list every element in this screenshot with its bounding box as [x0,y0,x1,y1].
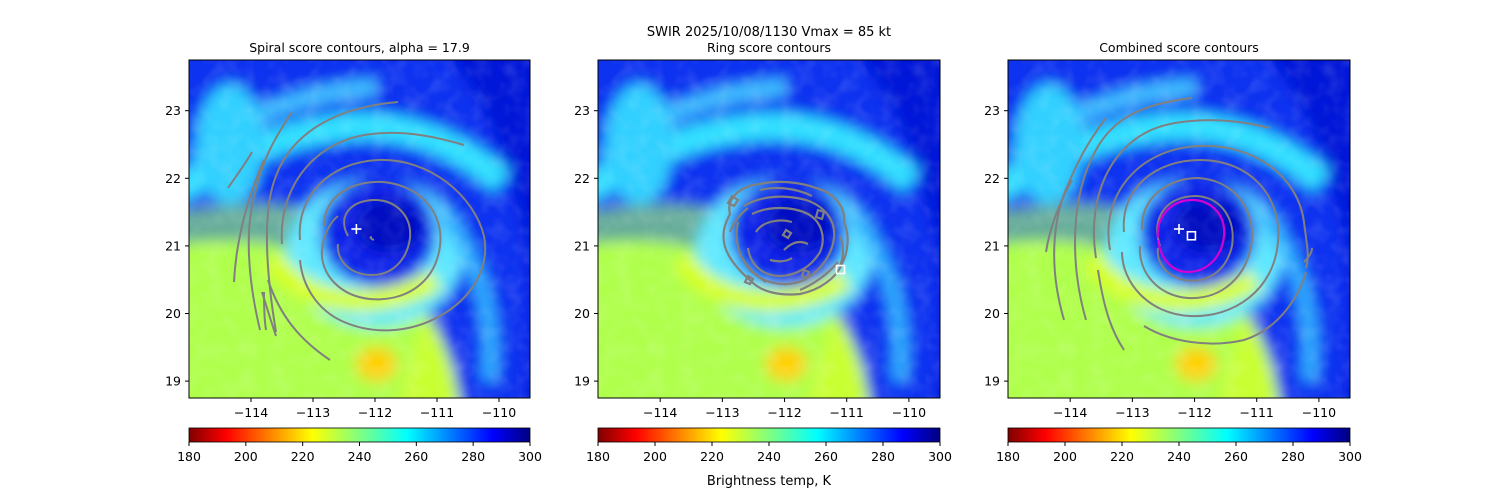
center-markers [1174,224,1197,241]
best-combined-contour [1156,198,1226,274]
colorbar-right: 180 200 220 240 260 280 300 [996,427,1362,464]
colorbar-tick-label: 280 [1281,449,1305,464]
x-tick-label: −111 [1240,405,1274,420]
y-tick-label: 20 [984,306,1000,321]
plus-marker [1174,224,1184,234]
colorbar-tick-label: 280 [461,449,485,464]
colorbar-tick-label: 260 [814,449,838,464]
center-markers [351,224,362,234]
colorbar-tick-label: 220 [291,449,315,464]
panel-ring: Ring score contours −114 −113 −112 −111 −110… [574,40,941,420]
colorbar-tick-label: 240 [757,449,781,464]
axes: −114 −113 −112 −111 −110 19 20 21 22 23 [165,103,516,420]
y-tick-label: 23 [984,103,1000,118]
x-tick-label: −114 [1053,405,1087,420]
y-tick-label: 21 [574,238,590,253]
spiral-score-contours [227,101,487,361]
x-tick-label: −111 [420,405,454,420]
colorbar-tick-label: 180 [996,449,1020,464]
colorbar-tick-label: 300 [518,449,542,464]
y-tick-label: 22 [165,171,181,186]
y-tick-label: 21 [165,238,181,253]
colorbar-tick-label: 220 [1110,449,1134,464]
y-tick-label: 20 [574,306,590,321]
colorbar-tick-label: 180 [586,449,610,464]
x-tick-label: −113 [296,405,330,420]
colorbar-tick-label: 260 [404,449,428,464]
center-markers [835,264,846,275]
colorbar-tick-label: 300 [1338,449,1362,464]
colorbar-tick-label: 280 [871,449,895,464]
panel-spiral: Spiral score contours, alpha = 17.9 [165,40,531,420]
y-tick-label: 23 [165,103,181,118]
colorbar-tick-label: 200 [643,449,667,464]
plus-marker [351,224,362,234]
y-tick-label: 20 [165,306,181,321]
x-tick-label: −114 [643,405,677,420]
y-tick-label: 23 [574,103,590,118]
figure-title: SWIR 2025/10/08/1130 Vmax = 85 kt [647,25,891,40]
plot-frame [597,59,941,399]
panel-title-combined: Combined score contours [1099,40,1259,55]
colorbar-tick-label: 200 [1053,449,1077,464]
colorbar-gradient [597,427,941,443]
x-tick-label: −112 [767,405,801,420]
colorbar-tick-label: 200 [234,449,258,464]
panel-title-ring: Ring score contours [707,40,831,55]
colorbar-gradient [1007,427,1351,443]
x-tick-label: −110 [892,405,926,420]
colorbar-tick-label: 240 [1167,449,1191,464]
colorbar-left: 180 200 220 240 260 280 300 [177,427,542,464]
plot-frame [188,59,531,399]
y-tick-label: 22 [574,171,590,186]
colorbar-tick-label: 260 [1224,449,1248,464]
colorbar-tick-label: 220 [700,449,724,464]
plot-frame [1007,59,1351,399]
y-tick-label: 19 [165,374,181,389]
satellite-image [598,60,940,398]
ring-score-contours [722,180,849,296]
y-tick-label: 19 [984,374,1000,389]
x-tick-label: −111 [830,405,864,420]
axes: −114 −113 −112 −111 −110 19 20 21 22 23 [574,103,926,420]
y-tick-label: 21 [984,238,1000,253]
panel-combined: Combined score contours −114 −11 [984,40,1351,420]
y-tick-label: 19 [574,374,590,389]
panel-title-spiral: Spiral score contours, alpha = 17.9 [249,40,470,55]
x-tick-label: −114 [234,405,268,420]
colorbar-tick-label: 240 [348,449,372,464]
colorbar-tick-label: 180 [177,449,201,464]
y-tick-label: 22 [984,171,1000,186]
square-marker [1186,230,1197,241]
x-tick-label: −113 [1115,405,1149,420]
colorbar-label: Brightness temp, K [707,474,832,489]
colorbar-middle: 180 200 220 240 260 280 300 [586,427,952,464]
combined-score-contours [1045,97,1313,351]
axes: −114 −113 −112 −111 −110 19 20 21 22 23 [984,103,1336,420]
square-marker [835,264,846,275]
x-tick-label: −112 [358,405,392,420]
colorbar-tick-label: 300 [928,449,952,464]
x-tick-label: −113 [705,405,739,420]
x-tick-label: −110 [1302,405,1336,420]
x-tick-label: −112 [1177,405,1211,420]
colorbar-gradient [188,427,531,443]
x-tick-label: −110 [482,405,516,420]
